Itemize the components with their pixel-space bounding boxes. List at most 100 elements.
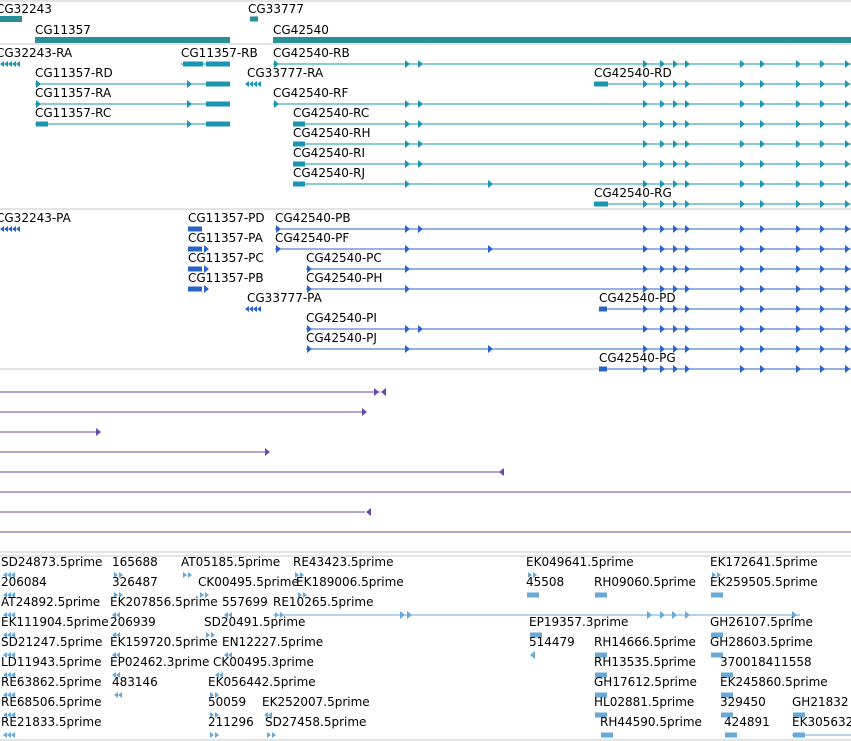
transcript-label[interactable]: CG11357-RA bbox=[35, 86, 112, 100]
est-label[interactable]: RH09060.5prime bbox=[594, 575, 696, 589]
protein-label[interactable]: CG11357-PB bbox=[188, 271, 264, 285]
est-label[interactable]: EK111904.5prime bbox=[1, 615, 109, 629]
est-label[interactable]: 165688 bbox=[112, 555, 158, 569]
transcript-label[interactable]: CG42540-RH bbox=[293, 126, 371, 140]
protein-label[interactable]: CG42540-PG bbox=[599, 351, 676, 365]
est-label[interactable]: RE63862.5prime bbox=[1, 675, 102, 689]
transcript-label[interactable]: CG42540-RC bbox=[293, 106, 369, 120]
est-label[interactable]: SD20491.5prime bbox=[204, 615, 305, 629]
est-label[interactable]: RE43423.5prime bbox=[293, 555, 394, 569]
transcript-label[interactable]: CG42540-RD bbox=[594, 66, 672, 80]
est-label[interactable]: EP02462.3prime bbox=[110, 655, 209, 669]
est-label[interactable]: SD27458.5prime bbox=[265, 715, 366, 729]
est-label[interactable]: EN12227.5prime bbox=[222, 635, 323, 649]
transcript-label[interactable]: CG33777-RA bbox=[247, 66, 324, 80]
transcript-label[interactable]: CG42540-RI bbox=[293, 146, 365, 160]
transcript-label[interactable]: CG32243-RA bbox=[0, 46, 73, 60]
est-label[interactable]: CK00495.3prime bbox=[213, 655, 314, 669]
est-label[interactable]: RE21833.5prime bbox=[1, 715, 102, 729]
reverse-arrow-icon bbox=[11, 672, 15, 678]
protein-box bbox=[188, 226, 202, 232]
protein-label[interactable]: CG33777-PA bbox=[247, 291, 323, 305]
protein-label[interactable]: CG11357-PA bbox=[188, 231, 264, 245]
transcript-label[interactable]: CG42540-RG bbox=[594, 186, 672, 200]
est-label[interactable]: RH14666.5prime bbox=[594, 635, 696, 649]
est-label[interactable]: SD21247.5prime bbox=[1, 635, 102, 649]
transcript-label[interactable]: CG11357-RD bbox=[35, 66, 113, 80]
est-label[interactable]: 326487 bbox=[112, 575, 158, 589]
arrow-right-icon bbox=[796, 245, 801, 253]
est-box bbox=[721, 692, 733, 698]
arrow-right-icon bbox=[740, 285, 745, 293]
protein-label[interactable]: CG42540-PB bbox=[275, 211, 351, 225]
est-label[interactable]: GH21832 bbox=[792, 695, 849, 709]
protein-label[interactable]: CG11357-PD bbox=[188, 211, 265, 225]
est-label[interactable]: RE10265.5prime bbox=[273, 595, 374, 609]
est-label[interactable]: EK189006.5prime bbox=[296, 575, 404, 589]
est-label[interactable]: EK049641.5prime bbox=[526, 555, 634, 569]
arrow-right-icon bbox=[660, 611, 665, 619]
arrow-right-icon bbox=[820, 160, 825, 168]
gene-label[interactable]: CG33777 bbox=[248, 2, 304, 16]
est-label[interactable]: 557699 bbox=[222, 595, 268, 609]
est-label[interactable]: EK259505.5prime bbox=[710, 575, 818, 589]
est-label[interactable]: EK207856.5prime bbox=[110, 595, 218, 609]
protein-box bbox=[188, 246, 202, 252]
est-label[interactable]: RH44590.5prime bbox=[600, 715, 702, 729]
est-label[interactable]: EK252007.5prime bbox=[262, 695, 370, 709]
est-label[interactable]: CK00495.5prime bbox=[198, 575, 299, 589]
est-label[interactable]: 483146 bbox=[112, 675, 158, 689]
est-label[interactable]: 424891 bbox=[724, 715, 770, 729]
est-label[interactable]: EK305632 bbox=[792, 715, 851, 729]
reverse-arrow-icon bbox=[112, 612, 116, 618]
protein-label[interactable]: CG42540-PC bbox=[306, 251, 382, 265]
est-label[interactable]: SD24873.5prime bbox=[1, 555, 102, 569]
transcript-label[interactable]: CG11357-RB bbox=[181, 46, 258, 60]
est-label[interactable]: 206939 bbox=[110, 615, 156, 629]
est-label[interactable]: 45508 bbox=[526, 575, 564, 589]
est-label[interactable]: EK159720.5prime bbox=[110, 635, 218, 649]
est-label[interactable]: EK056442.5prime bbox=[208, 675, 316, 689]
protein-label[interactable]: CG42540-PD bbox=[599, 291, 676, 305]
est-label[interactable]: EP19357.3prime bbox=[529, 615, 628, 629]
transcript-label[interactable]: CG42540-RJ bbox=[293, 166, 365, 180]
arrow-right-icon bbox=[295, 572, 299, 578]
est-label[interactable]: LD11943.5prime bbox=[1, 655, 102, 669]
est-label[interactable]: 206084 bbox=[1, 575, 47, 589]
est-label[interactable]: EK245860.5prime bbox=[720, 675, 828, 689]
arrow-right-icon bbox=[205, 592, 209, 598]
reverse-arrow-icon bbox=[11, 692, 15, 698]
transcript-label[interactable]: CG11357-RC bbox=[35, 106, 111, 120]
est-label[interactable]: 370018411558 bbox=[720, 655, 812, 669]
protein-label[interactable]: CG42540-PJ bbox=[306, 331, 377, 345]
protein-label[interactable]: CG42540-PF bbox=[275, 231, 349, 245]
est-label[interactable]: EK172641.5prime bbox=[710, 555, 818, 569]
est-label[interactable]: GH17612.5prime bbox=[594, 675, 697, 689]
protein-label[interactable]: CG42540-PI bbox=[306, 311, 377, 325]
gene-label[interactable]: CG42540 bbox=[273, 23, 329, 37]
arrow-right-icon bbox=[796, 200, 801, 208]
gene-label[interactable]: CG32243 bbox=[0, 2, 52, 16]
est-label[interactable]: 329450 bbox=[720, 695, 766, 709]
est-label[interactable]: AT05185.5prime bbox=[181, 555, 280, 569]
est-label[interactable]: 514479 bbox=[529, 635, 575, 649]
est-label[interactable]: GH28603.5prime bbox=[710, 635, 813, 649]
protein-label[interactable]: CG42540-PH bbox=[306, 271, 382, 285]
protein-label[interactable]: CG11357-PC bbox=[188, 251, 264, 265]
reverse-arrow-icon bbox=[7, 592, 11, 598]
protein-label[interactable]: CG32243-PA bbox=[0, 211, 72, 225]
est-label[interactable]: RE68506.5prime bbox=[1, 695, 102, 709]
est-label[interactable]: HL02881.5prime bbox=[594, 695, 694, 709]
transcript-label[interactable]: CG42540-RB bbox=[273, 46, 350, 60]
arrow-right-icon bbox=[119, 592, 123, 598]
arrow-right-icon bbox=[685, 160, 690, 168]
est-label[interactable]: GH26107.5prime bbox=[710, 615, 813, 629]
est-label[interactable]: 211296 bbox=[208, 715, 254, 729]
arrow-right-icon bbox=[204, 265, 209, 273]
transcript-label[interactable]: CG42540-RF bbox=[273, 86, 349, 100]
est-label[interactable]: 50059 bbox=[208, 695, 246, 709]
exon-box bbox=[293, 121, 305, 127]
gene-label[interactable]: CG11357 bbox=[35, 23, 91, 37]
est-label[interactable]: AT24892.5prime bbox=[1, 595, 100, 609]
est-label[interactable]: RH13535.5prime bbox=[594, 655, 696, 669]
